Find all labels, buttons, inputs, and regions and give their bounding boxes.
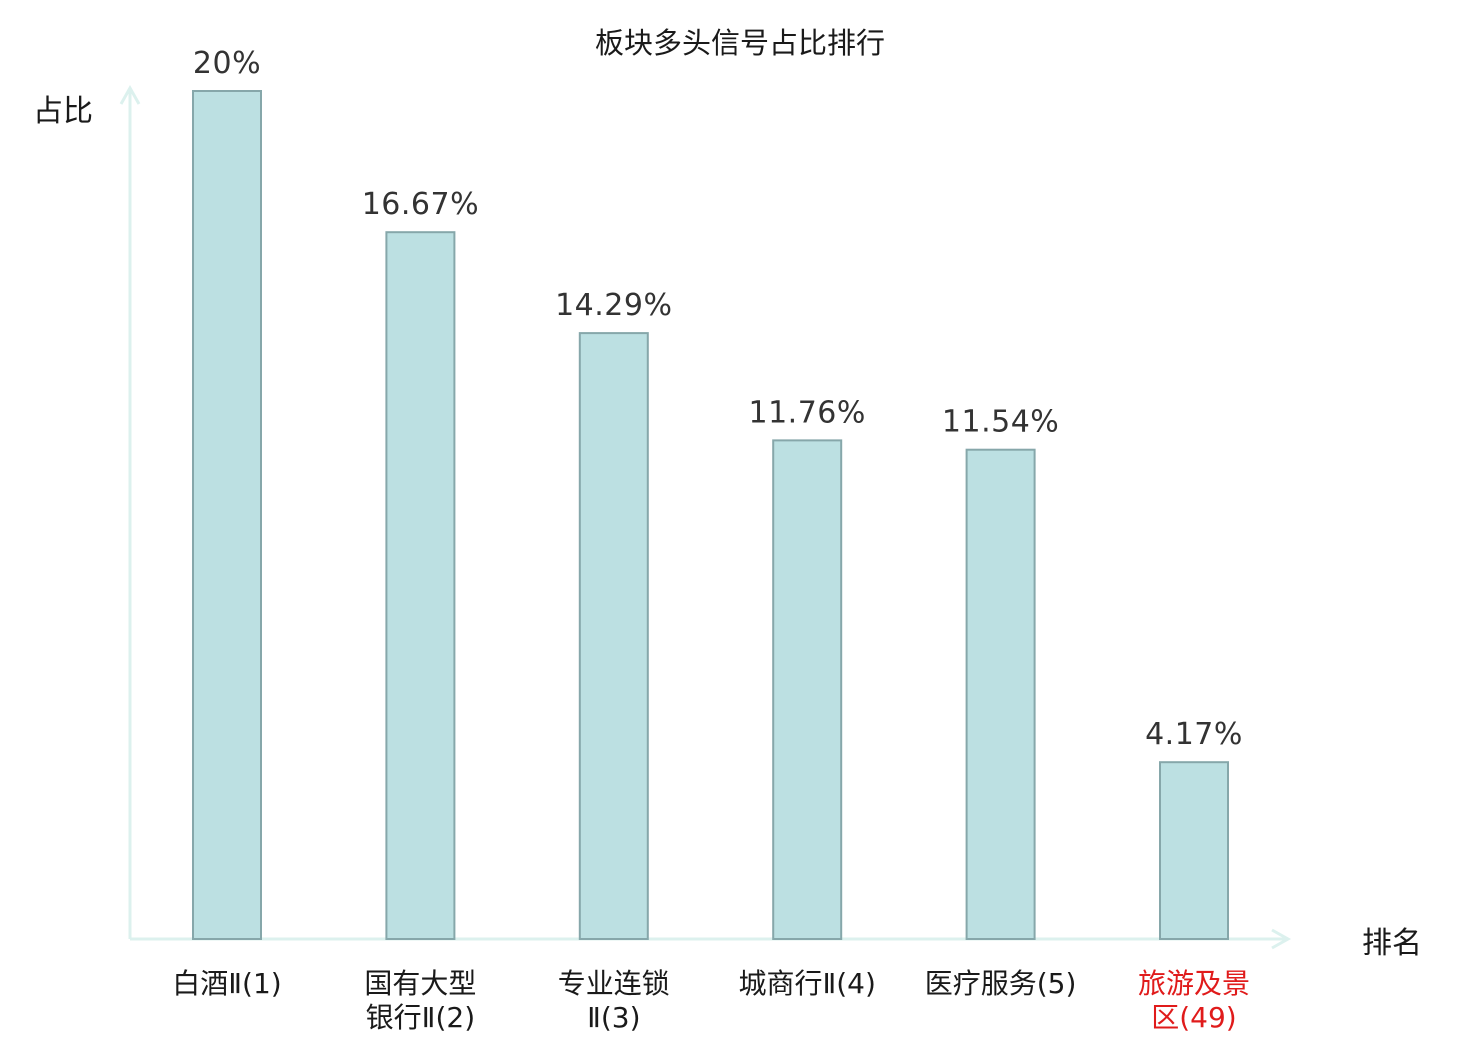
bar	[965, 448, 1036, 940]
bar	[192, 90, 262, 940]
category-tick-label: 银行Ⅱ(2)	[366, 1001, 475, 1034]
bar-value-label: 11.76%	[749, 395, 866, 430]
x-axis-title: 排名	[1362, 926, 1422, 961]
category-tick-label: Ⅱ(3)	[587, 1001, 640, 1034]
category-tick-label: 城商行Ⅱ(4)	[738, 967, 875, 1000]
bar	[385, 231, 456, 940]
bar	[578, 332, 649, 940]
category-tick-label: 白酒Ⅱ(1)	[172, 967, 281, 1000]
category-tick-label: 国有大型	[364, 967, 476, 1000]
bar-value-label: 11.54%	[942, 405, 1059, 440]
y-axis-arrow	[119, 84, 141, 105]
bar-value-label: 4.17%	[1145, 717, 1243, 752]
bars-group	[192, 90, 1229, 941]
bar	[772, 439, 843, 940]
category-tick-label: 旅游及景	[1138, 967, 1250, 1000]
bar	[1159, 761, 1229, 941]
category-tick-label: 专业连锁	[558, 967, 670, 1000]
y-axis-title: 占比	[33, 94, 93, 129]
axes	[119, 84, 1292, 950]
bar-value-label: 16.67%	[362, 187, 479, 222]
x-axis-arrow	[1271, 928, 1292, 950]
bar-value-label: 20%	[193, 46, 261, 81]
category-tick-label: 医疗服务(5)	[925, 967, 1077, 1000]
value-labels-group: 20% 16.67% 14.29% 11.76% 11.54% 4.17%	[193, 46, 1243, 752]
category-tick-label: 区(49)	[1151, 1001, 1236, 1034]
chart-title: 板块多头信号占比排行	[595, 26, 885, 60]
bar-value-label: 14.29%	[555, 288, 672, 323]
